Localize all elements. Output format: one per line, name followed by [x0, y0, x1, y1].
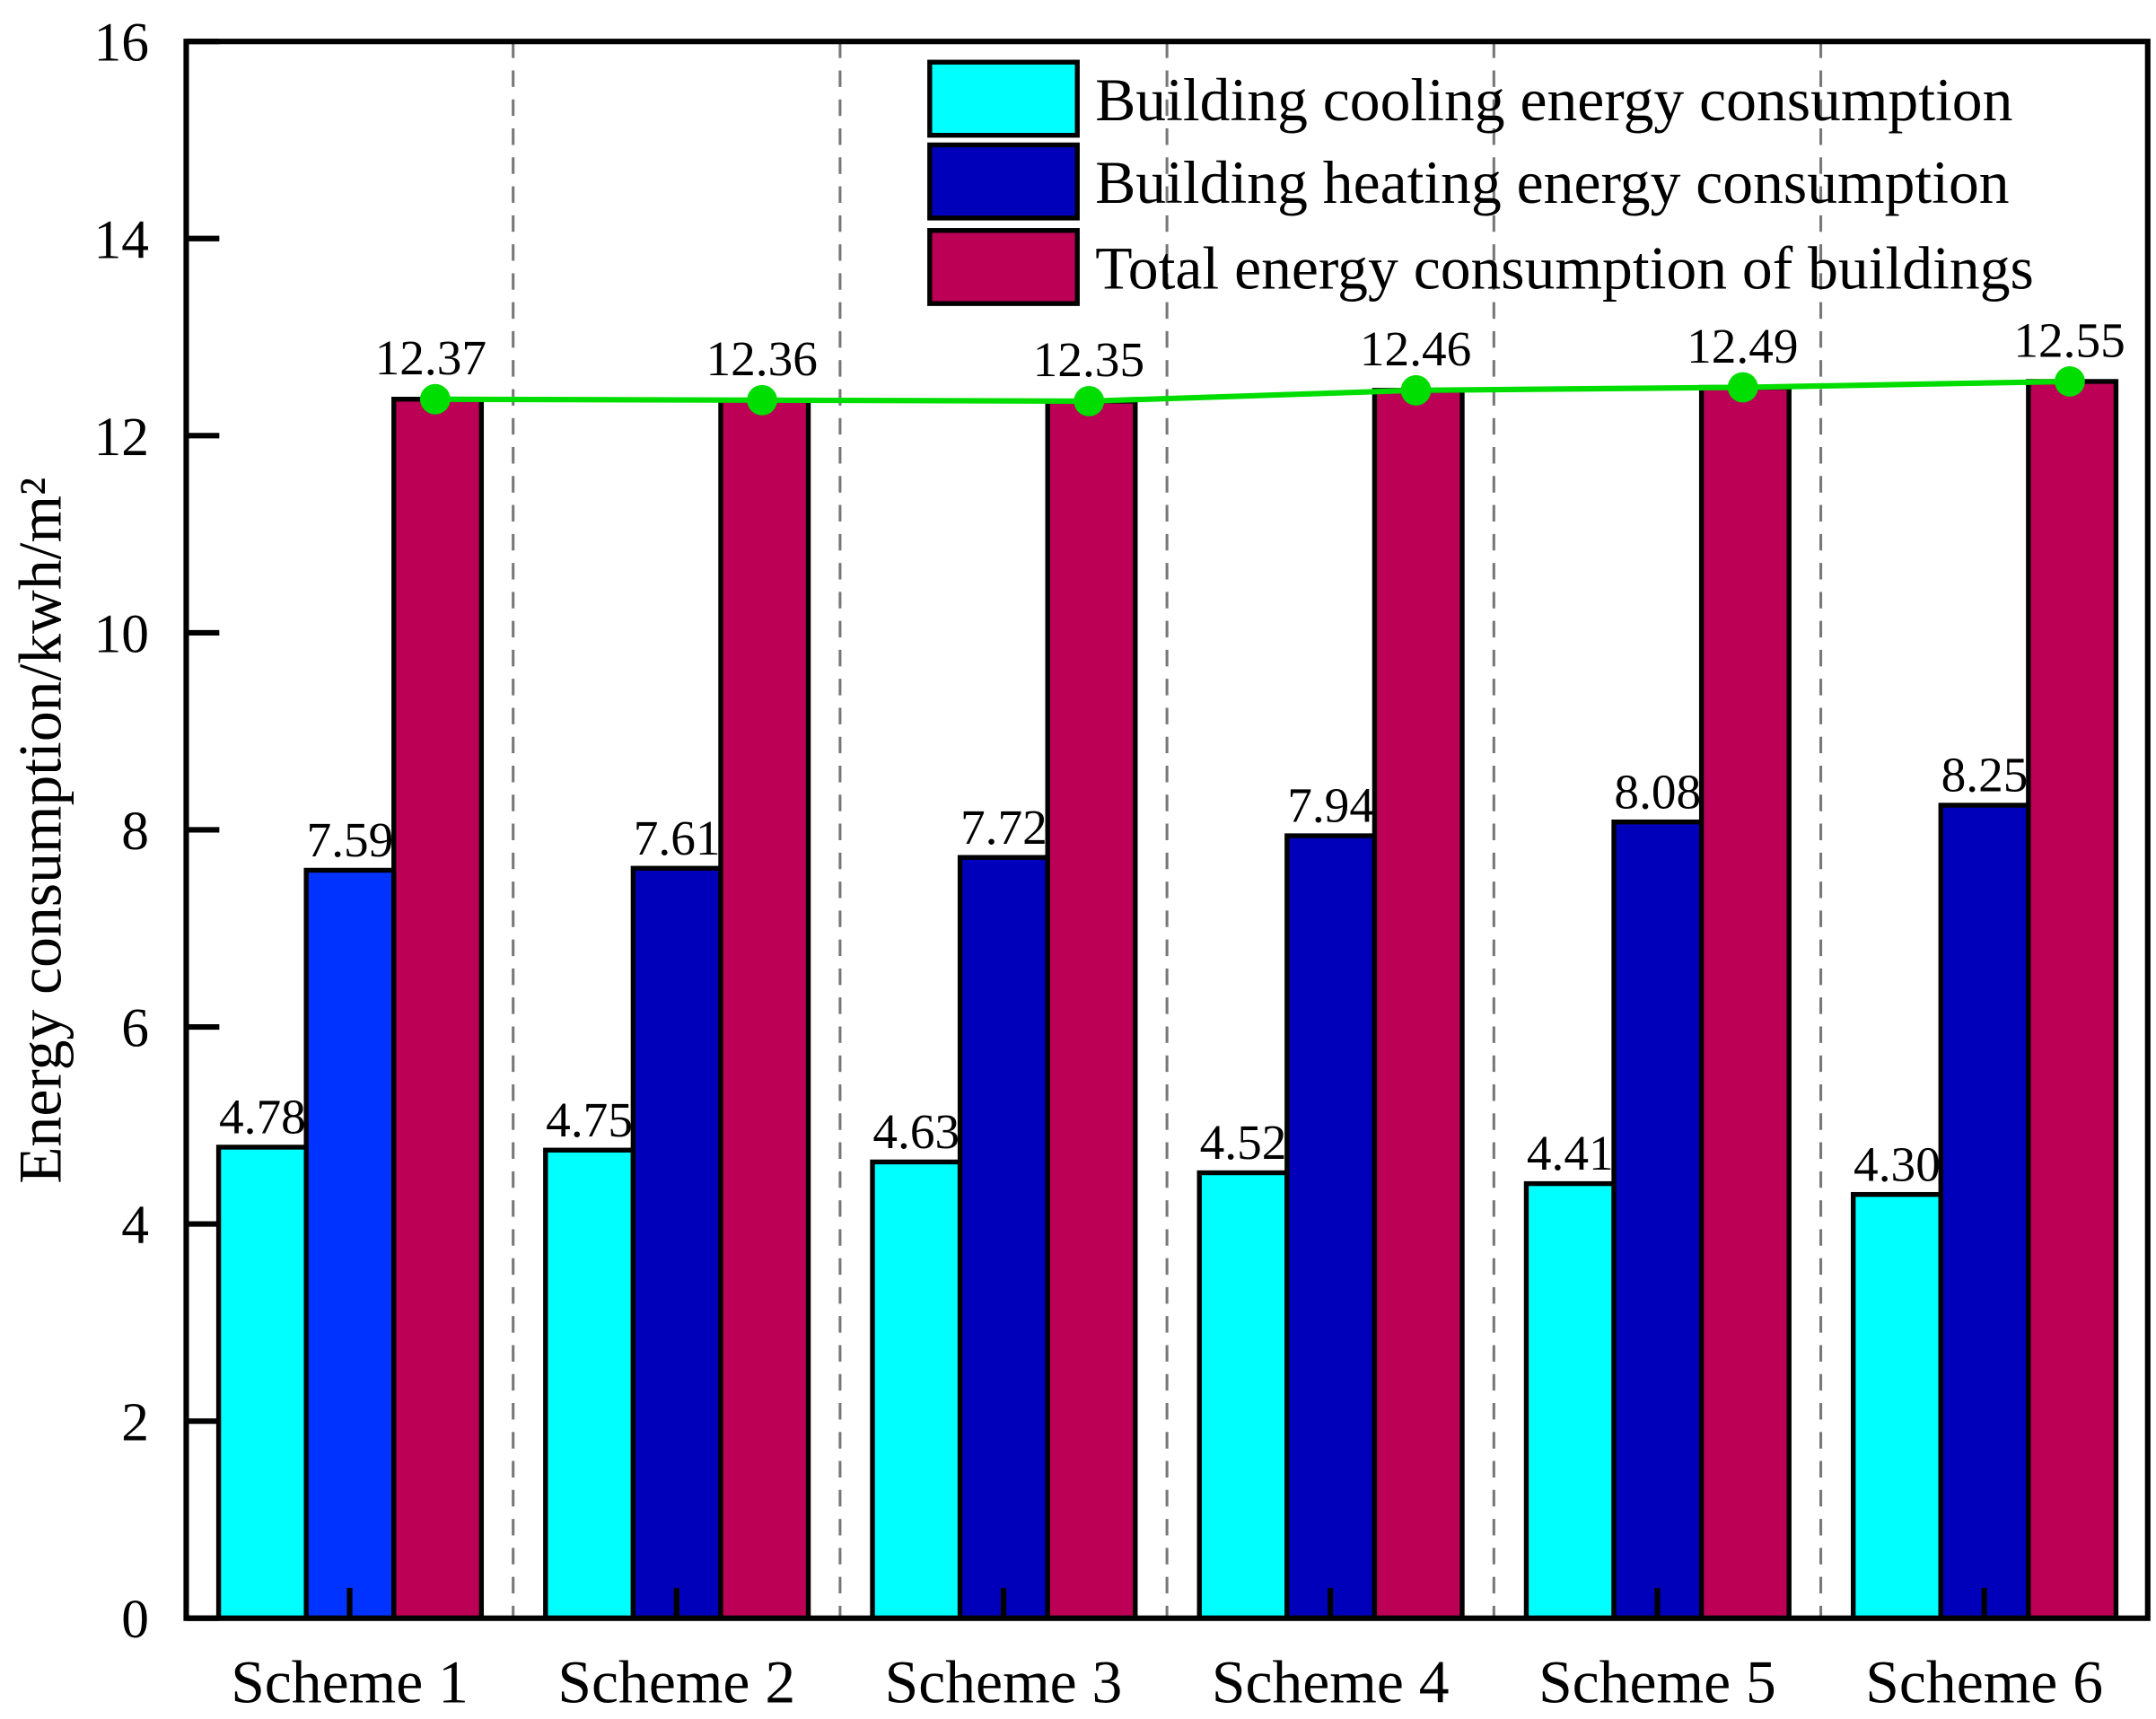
- y-tick-label: 2: [121, 1392, 149, 1453]
- data-label-cooling: 4.30: [1854, 1136, 1941, 1191]
- data-label-heating: 7.94: [1287, 778, 1374, 833]
- bar-heating: [303, 867, 397, 1621]
- data-label-cooling: 4.78: [219, 1090, 306, 1145]
- data-label-cooling: 4.41: [1527, 1126, 1614, 1180]
- y-tick-label: 8: [121, 801, 149, 862]
- total-point-marker: [419, 383, 451, 415]
- legend-label-heating: Building heating energy consumption: [1095, 149, 2009, 216]
- bar-heating: [630, 865, 723, 1621]
- bar-total: [718, 398, 811, 1621]
- x-tick-label: Scheme 6: [1865, 1648, 2103, 1715]
- data-label-total: 12.49: [1687, 319, 1798, 373]
- data-label-total: 12.36: [706, 331, 817, 386]
- bar-total: [1372, 388, 1465, 1621]
- bar-total: [391, 397, 485, 1621]
- bar-heating: [1611, 819, 1705, 1621]
- bar-cooling: [1523, 1180, 1617, 1621]
- data-label-heating: 7.72: [960, 800, 1047, 855]
- y-tick-label: 14: [94, 209, 149, 270]
- bar-cooling: [215, 1145, 309, 1621]
- x-tick-label: Scheme 3: [885, 1648, 1123, 1715]
- data-label-cooling: 4.75: [546, 1092, 633, 1147]
- total-line: [419, 366, 2085, 417]
- data-label-total: 12.37: [375, 330, 486, 385]
- legend-label-total: Total energy consumption of buildings: [1095, 234, 2034, 302]
- y-tick-label: 0: [121, 1589, 149, 1650]
- y-tick-label: 10: [94, 603, 149, 664]
- bar-cooling: [870, 1159, 963, 1621]
- y-axis-label: Energy consumption/kwh/m²: [7, 478, 74, 1184]
- data-label-total: 12.55: [2013, 312, 2125, 367]
- y-tick-label: 16: [94, 13, 149, 74]
- x-tick-label: Scheme 4: [1212, 1648, 1450, 1715]
- total-point-marker: [747, 384, 777, 416]
- bar-total: [1045, 399, 1138, 1621]
- axes: 0 2 4 6 8 10 12 14 16 Scheme 1 Scheme 2 Scheme 3 Sch…: [94, 13, 2151, 1715]
- total-trend-line: [434, 378, 2071, 404]
- bar-cooling: [543, 1147, 636, 1621]
- data-label-total: 12.35: [1033, 332, 1144, 387]
- legend-swatch-total: [927, 228, 1080, 306]
- group-dividers: [512, 41, 1823, 1618]
- legend: Building cooling energy consumption Build…: [927, 59, 2034, 306]
- bar-cooling: [1850, 1191, 1943, 1621]
- x-tick-label: Scheme 2: [557, 1648, 795, 1715]
- bar-total: [2026, 379, 2119, 1621]
- legend-swatch-cooling: [927, 59, 1080, 138]
- data-labels: 4.78 4.75 4.63 4.52 4.41 4.30 7.59 7.61 7.72 7.94…: [219, 312, 2125, 1191]
- total-point-marker: [2055, 366, 2085, 397]
- y-tick-label: 6: [121, 998, 149, 1059]
- total-point-marker: [1074, 385, 1105, 417]
- bar-cooling: [1196, 1170, 1290, 1621]
- bar-heating: [957, 855, 1050, 1621]
- data-label-heating: 8.08: [1614, 764, 1701, 819]
- data-label-total: 12.46: [1360, 321, 1471, 376]
- data-label-cooling: 4.52: [1200, 1115, 1287, 1170]
- bar-heating: [1938, 802, 2031, 1621]
- total-point-marker: [1400, 374, 1432, 406]
- y-tick-label: 4: [121, 1195, 149, 1256]
- x-tick-label: Scheme 5: [1538, 1648, 1776, 1715]
- data-label-heating: 8.25: [1941, 748, 2029, 802]
- bar-total: [1698, 384, 1792, 1621]
- data-label-heating: 7.61: [634, 811, 721, 865]
- x-tick-label: Scheme 1: [231, 1648, 469, 1715]
- data-label-cooling: 4.63: [872, 1104, 960, 1159]
- legend-swatch-heating: [927, 142, 1080, 221]
- bar-heating: [1284, 833, 1378, 1621]
- bars: [215, 379, 2119, 1621]
- data-label-heating: 7.59: [307, 812, 394, 867]
- total-point-marker: [1727, 372, 1758, 403]
- y-tick-label: 12: [94, 407, 149, 468]
- legend-label-cooling: Building cooling energy consumption: [1095, 66, 2012, 134]
